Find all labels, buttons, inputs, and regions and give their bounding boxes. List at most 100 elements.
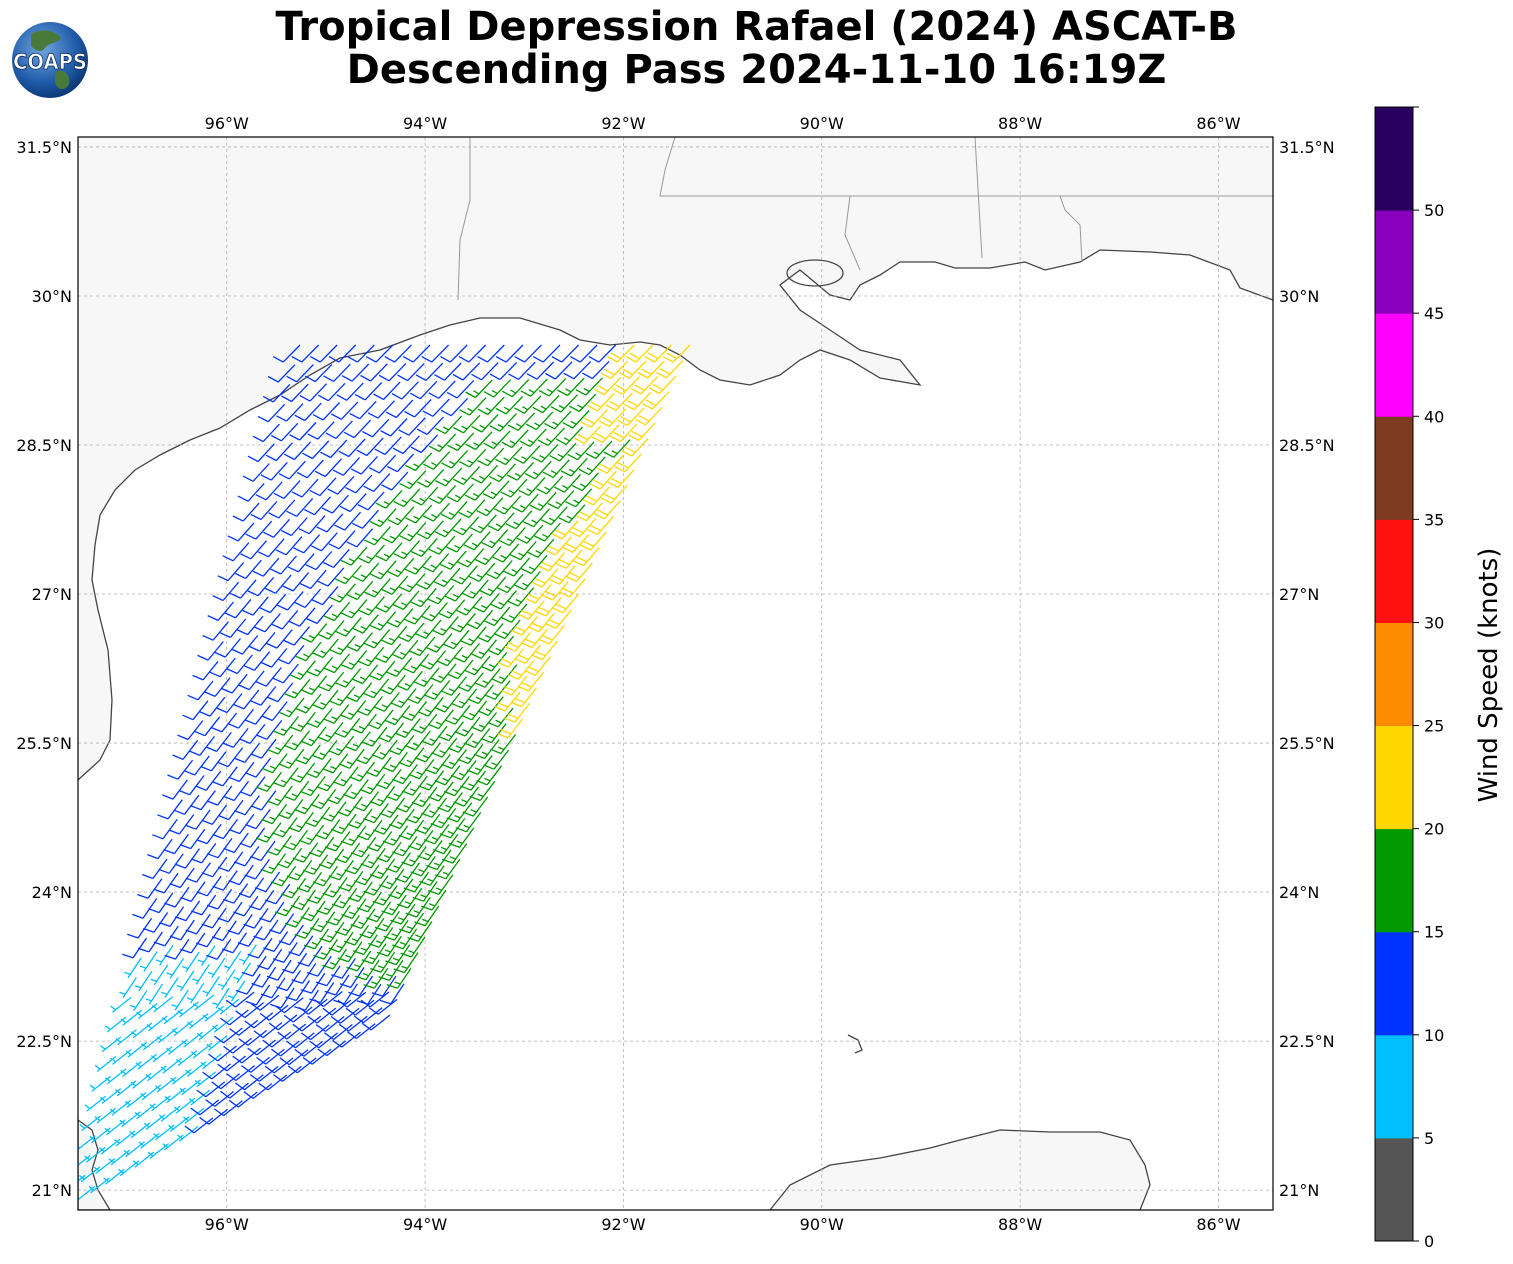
wind-barb — [460, 626, 487, 646]
wind-barb — [607, 344, 635, 363]
wind-barb — [464, 728, 491, 749]
wind-barb — [498, 526, 526, 546]
wind-barb — [479, 576, 507, 596]
wind-barb — [254, 871, 281, 893]
wind-barb — [451, 565, 478, 585]
wind-barb — [329, 686, 356, 706]
wind-barb — [517, 671, 545, 692]
colorbar-segment — [1375, 1034, 1413, 1139]
wind-barb — [247, 576, 275, 597]
wind-barb — [531, 640, 558, 661]
wind-barb — [379, 674, 406, 695]
wind-barb — [433, 567, 461, 588]
wind-barb — [444, 582, 472, 602]
wind-barb — [405, 504, 433, 524]
wind-barb — [293, 534, 321, 554]
wind-barb — [532, 394, 560, 414]
wind-barb — [467, 684, 494, 705]
wind-barb — [415, 362, 444, 381]
wind-barb — [283, 1006, 313, 1023]
wind-barb — [644, 344, 672, 363]
wind-barb — [162, 779, 188, 800]
wind-barb — [554, 473, 582, 493]
wind-barb — [317, 722, 344, 742]
wind-barb — [447, 732, 474, 753]
wind-barb — [500, 478, 528, 498]
wind-barb — [211, 1073, 241, 1090]
wind-barb — [501, 429, 529, 449]
wind-barb — [379, 983, 405, 1005]
lat-label-right: 31.5°N — [1279, 138, 1335, 157]
colorbar-tick-label: 15 — [1424, 923, 1444, 942]
wind-barb — [262, 1031, 292, 1048]
wind-barb — [538, 625, 565, 645]
wind-barb — [312, 689, 339, 710]
wind-barb — [469, 780, 496, 802]
colorbar-tick-label: 35 — [1424, 510, 1444, 529]
wind-barb — [409, 380, 438, 400]
wind-barb — [369, 508, 397, 528]
wind-barb — [316, 513, 344, 533]
wind-barb — [621, 438, 649, 457]
wind-barb — [360, 363, 388, 382]
lat-label-left: 27°N — [32, 585, 72, 604]
wind-barb — [142, 912, 169, 933]
wind-barb — [122, 937, 148, 959]
wind-barbs — [78, 344, 691, 1201]
colorbar-tick-label: 20 — [1424, 820, 1444, 839]
wind-barb — [459, 448, 487, 468]
wind-barb — [440, 676, 468, 696]
wind-barb — [278, 748, 305, 769]
lat-label-right: 21°N — [1279, 1181, 1319, 1200]
wind-barb — [398, 417, 426, 436]
wind-barb — [375, 769, 402, 790]
wind-barb — [471, 414, 499, 433]
wind-barb — [489, 413, 517, 432]
wind-barb — [219, 618, 247, 638]
wind-barb — [194, 1071, 217, 1088]
wind-barb — [271, 1040, 300, 1057]
wind-barb — [555, 426, 584, 445]
wind-barb — [178, 775, 205, 796]
wind-barb — [422, 553, 450, 573]
wind-barb — [196, 823, 222, 845]
wind-barb — [428, 433, 457, 453]
wind-barb — [267, 682, 294, 703]
wind-barb — [278, 460, 306, 480]
wind-barb — [418, 770, 445, 791]
wind-barb — [237, 615, 264, 636]
wind-barb — [323, 601, 351, 622]
wind-barb — [368, 454, 397, 474]
wind-barb — [260, 648, 288, 668]
lon-label-bottom: 96°W — [205, 1215, 249, 1234]
wind-barb — [525, 411, 554, 431]
wind-barb — [337, 796, 363, 817]
wind-barb — [592, 424, 620, 443]
wind-barb — [276, 847, 303, 869]
wind-barb — [346, 632, 374, 652]
wind-barb — [152, 819, 178, 840]
wind-barb — [551, 344, 580, 363]
wind-barb — [250, 501, 278, 521]
wind-barb — [393, 952, 419, 974]
wind-barb — [256, 1048, 285, 1065]
wind-barb — [264, 574, 292, 594]
wind-barb — [545, 361, 573, 380]
wind-barb — [261, 701, 288, 722]
wind-barb — [206, 785, 233, 806]
lat-label-right: 27°N — [1279, 585, 1319, 604]
title-line-1: Tropical Depression Rafael (2024) ASCAT-… — [275, 4, 1238, 50]
wind-barb — [441, 749, 468, 770]
wind-barb — [494, 619, 521, 640]
lat-label-left: 22.5°N — [16, 1032, 72, 1051]
colorbar-tick-label: 30 — [1424, 613, 1444, 632]
wind-barb — [223, 832, 249, 854]
wind-barb — [363, 803, 389, 824]
wind-barb — [300, 726, 327, 747]
lon-label-top: 90°W — [800, 114, 844, 133]
wind-barb — [427, 874, 454, 896]
wind-barb — [355, 744, 382, 765]
wind-barb — [415, 619, 442, 639]
wind-barb — [380, 625, 408, 646]
wind-barb — [217, 851, 244, 872]
